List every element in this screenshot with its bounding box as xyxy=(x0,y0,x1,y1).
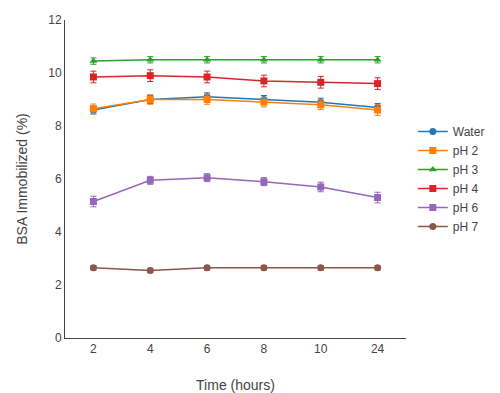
svg-text:pH 4: pH 4 xyxy=(453,182,479,196)
svg-text:pH 7: pH 7 xyxy=(453,220,479,234)
svg-text:Time (hours): Time (hours) xyxy=(196,377,275,393)
svg-text:0: 0 xyxy=(55,331,62,345)
svg-text:2: 2 xyxy=(55,278,62,292)
svg-text:24: 24 xyxy=(371,342,385,356)
svg-text:4: 4 xyxy=(147,342,154,356)
svg-text:pH 2: pH 2 xyxy=(453,144,479,158)
svg-text:2: 2 xyxy=(90,342,97,356)
svg-text:BSA Immobilized (%): BSA Immobilized (%) xyxy=(14,113,30,244)
svg-text:4: 4 xyxy=(55,225,62,239)
svg-text:8: 8 xyxy=(55,119,62,133)
svg-text:10: 10 xyxy=(314,342,328,356)
svg-text:8: 8 xyxy=(261,342,268,356)
svg-text:Water: Water xyxy=(453,125,485,139)
svg-text:10: 10 xyxy=(48,66,62,80)
svg-text:pH 3: pH 3 xyxy=(453,163,479,177)
svg-text:6: 6 xyxy=(55,172,62,186)
svg-text:pH 6: pH 6 xyxy=(453,201,479,215)
svg-text:6: 6 xyxy=(204,342,211,356)
svg-text:12: 12 xyxy=(48,13,62,27)
